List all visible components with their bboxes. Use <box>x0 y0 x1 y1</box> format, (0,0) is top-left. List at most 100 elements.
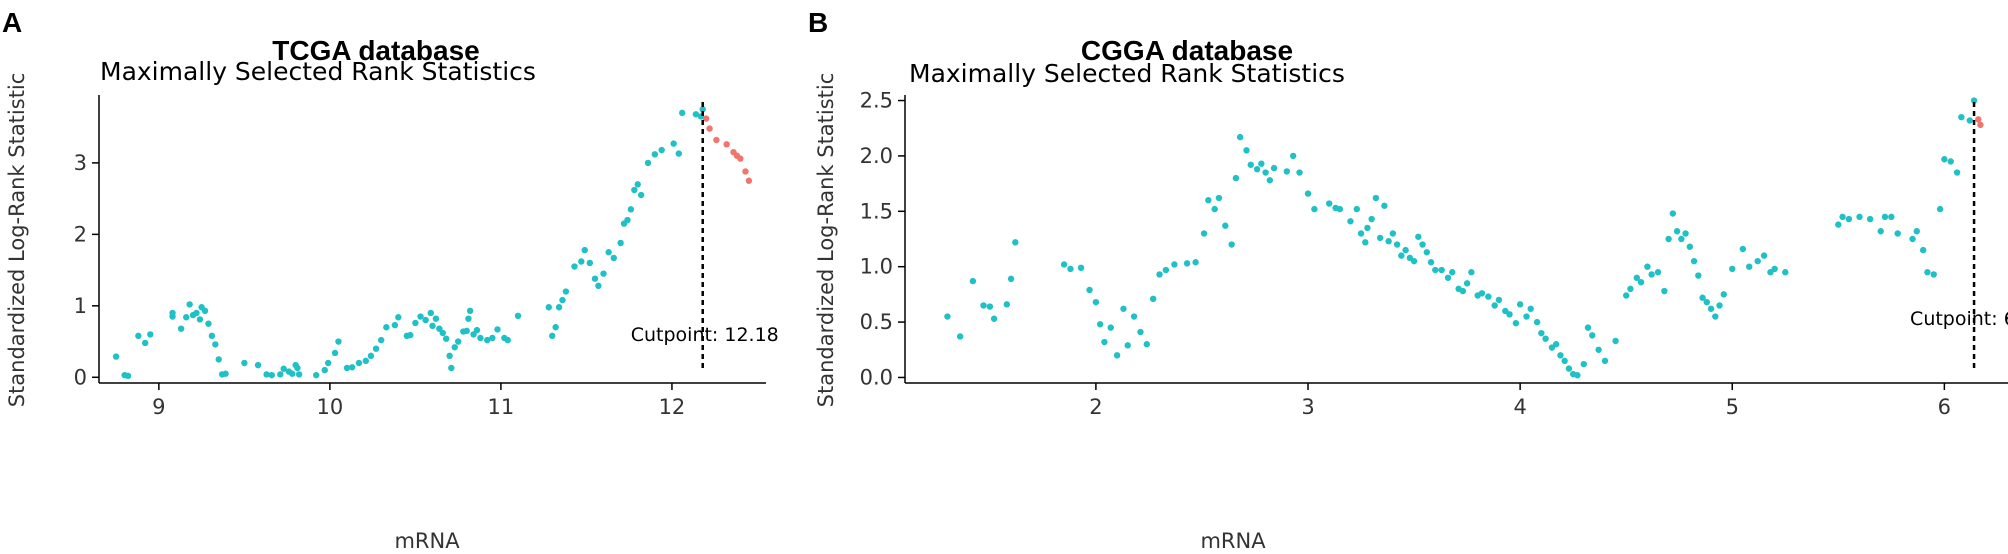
data-point-below <box>1866 215 1874 223</box>
data-point-below <box>605 249 612 256</box>
data-point-below <box>186 301 193 308</box>
points-b <box>944 97 1984 379</box>
data-point-below <box>1669 210 1677 217</box>
data-point-below <box>675 150 682 157</box>
data-point-below <box>1637 279 1645 286</box>
data-point-below <box>1463 280 1471 287</box>
data-point-below <box>1584 324 1592 331</box>
data-point-below <box>1270 164 1278 172</box>
y-tick-label: 1 <box>74 294 87 318</box>
data-point-below <box>169 309 176 317</box>
data-point-below <box>1720 291 1727 298</box>
data-point-below <box>473 326 481 334</box>
data-point-below <box>1565 365 1573 372</box>
data-point-below <box>241 359 248 367</box>
data-point-below <box>1372 194 1380 202</box>
data-point-below <box>944 313 951 320</box>
data-point-above <box>737 155 744 162</box>
data-point-below <box>1205 197 1212 204</box>
data-point-below <box>591 275 599 282</box>
cutpoint-label-a: Cutpoint: 12.18 <box>631 324 779 346</box>
data-point-below <box>1654 269 1662 276</box>
data-point-below <box>470 331 477 338</box>
data-point-below <box>367 352 375 360</box>
panel-label-a: A <box>2 7 22 38</box>
x-tick-label: 5 <box>1726 395 1739 419</box>
data-point-below <box>678 109 686 117</box>
data-point-below <box>1362 239 1369 246</box>
data-point-below <box>1966 117 1974 124</box>
ticks-b: 2 3 4 5 6 0.0 0.5 1.0 1.5 2.0 2.5 <box>860 89 1951 419</box>
data-point-below <box>1877 228 1884 235</box>
data-point-below <box>990 315 998 322</box>
y-tick-label: 2.0 <box>860 144 893 168</box>
data-point-below <box>124 372 132 380</box>
panel-title-b: CGGA database <box>1081 35 1293 66</box>
data-point-below <box>196 316 204 323</box>
data-point-below <box>289 370 296 377</box>
data-point-below <box>1415 233 1422 240</box>
x-tick-label: 12 <box>659 395 686 419</box>
data-point-below <box>1601 357 1609 365</box>
data-point-below <box>427 309 434 317</box>
data-point-below <box>969 277 977 285</box>
panel-b: B CGGA database Maximally Selected Rank … <box>808 7 2008 553</box>
data-point-below <box>1716 302 1723 309</box>
data-point-below <box>595 282 602 290</box>
data-point-below <box>1746 263 1753 270</box>
panel-label-b: B <box>808 7 828 38</box>
data-point-below <box>331 349 339 357</box>
data-point-below <box>1012 239 1019 246</box>
data-point-below <box>651 151 659 158</box>
data-point-below <box>1695 272 1702 279</box>
data-point-below <box>465 315 472 322</box>
x-tick-label: 3 <box>1301 395 1314 419</box>
y-axis-label-a: Standardized Log-Rank Statistic <box>5 73 29 408</box>
data-point-below <box>383 324 390 331</box>
data-point-below <box>692 111 700 118</box>
data-point-below <box>1512 319 1520 327</box>
data-point-below <box>183 314 190 321</box>
data-point-below <box>112 353 120 360</box>
data-point-below <box>986 303 994 310</box>
data-point-below <box>1930 271 1937 278</box>
data-point-below <box>631 186 638 194</box>
data-point-below <box>1924 269 1931 276</box>
data-point-below <box>1060 261 1068 268</box>
data-point-below <box>1381 202 1388 209</box>
data-point-below <box>1101 338 1108 346</box>
data-point-below <box>1444 274 1452 281</box>
data-point-below <box>1580 360 1587 368</box>
data-point-below <box>1289 152 1297 160</box>
data-point-below <box>335 338 342 345</box>
data-point-below <box>545 304 552 311</box>
x-tick-label: 6 <box>1938 395 1951 419</box>
data-point-below <box>1913 228 1920 235</box>
data-point-below <box>1130 313 1138 320</box>
data-point-below <box>600 270 607 277</box>
data-point-above <box>742 168 749 175</box>
data-point-above <box>713 136 720 144</box>
data-point-below <box>1506 311 1513 318</box>
data-point-below <box>1149 295 1157 303</box>
data-point-below <box>1137 328 1144 336</box>
data-point-below <box>1376 234 1384 242</box>
data-point-below <box>504 336 511 344</box>
data-point-below <box>362 357 369 365</box>
data-point-below <box>634 181 641 188</box>
chart-title-b: Maximally Selected Rank Statistics <box>909 59 1345 88</box>
data-point-below <box>1162 266 1170 274</box>
data-point-below <box>417 313 424 320</box>
data-point-below <box>1527 305 1534 312</box>
data-point-below <box>586 259 594 267</box>
data-point-below <box>1438 266 1445 274</box>
data-point-below <box>439 329 446 337</box>
data-point-below <box>1970 97 1978 104</box>
data-point-below <box>1633 274 1640 281</box>
data-point-below <box>429 322 436 330</box>
data-point-below <box>1538 329 1545 337</box>
data-point-below <box>141 339 149 347</box>
x-tick-label: 10 <box>317 395 344 419</box>
data-point-below <box>1856 213 1863 221</box>
